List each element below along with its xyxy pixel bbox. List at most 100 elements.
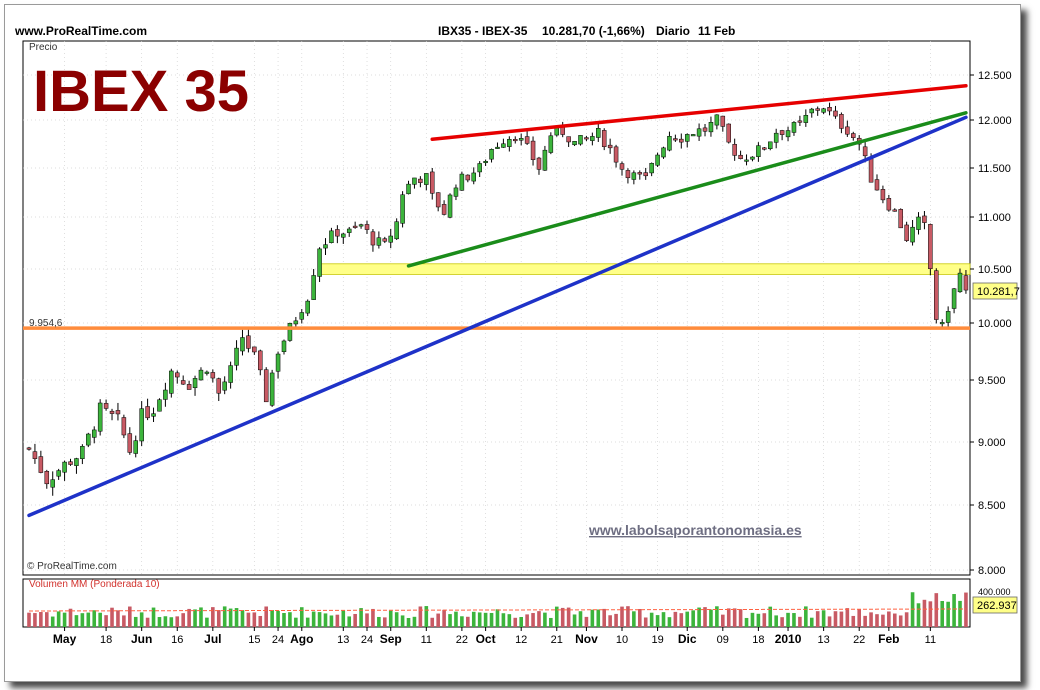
x-tick-label: 19: [651, 634, 663, 646]
x-tick-label: 12: [515, 634, 527, 646]
volume-bar: [762, 613, 767, 627]
candle-body: [726, 123, 731, 143]
volume-bar: [169, 617, 174, 627]
volume-bar: [39, 612, 43, 627]
candle-body: [263, 369, 269, 403]
candle-body: [424, 173, 429, 185]
volume-bar: [804, 606, 808, 627]
candle-body: [631, 172, 637, 180]
candle-body: [886, 198, 892, 211]
candle-body: [86, 433, 91, 446]
candle-body: [346, 228, 352, 233]
volume-bar: [697, 607, 701, 627]
candle-body: [234, 347, 239, 366]
candle-body: [880, 189, 886, 201]
candle-body: [530, 140, 536, 160]
candle-body: [714, 114, 720, 126]
candle-body: [679, 138, 684, 143]
candle-body: [329, 230, 334, 243]
price-panel: [22, 40, 971, 576]
volume-bar: [809, 617, 814, 627]
volume-bar: [222, 606, 227, 627]
volume-bar: [643, 617, 648, 627]
candle-body: [477, 163, 482, 173]
volume-bar: [845, 608, 850, 627]
volume-bar: [768, 606, 773, 627]
volume-bar: [756, 613, 761, 627]
y-tick-label: 9.500: [978, 375, 1006, 387]
x-tick-label: 18: [100, 634, 112, 646]
candle-body: [584, 137, 589, 140]
volume-bar: [466, 616, 470, 627]
volume-bar: [98, 612, 102, 627]
volume-bar: [655, 615, 660, 627]
volume-bar: [952, 594, 956, 627]
candle-body: [358, 224, 364, 227]
volume-y-tick-label: 400.000: [978, 587, 1011, 597]
support-level-tag: 9.954,6: [29, 318, 63, 329]
candle-body: [459, 173, 465, 191]
volume-bar: [216, 610, 221, 627]
volume-bar: [578, 611, 583, 627]
candle-body: [447, 194, 453, 218]
watermark-url: www.labolsaporantonomasia.es: [588, 522, 802, 538]
volume-bar: [299, 607, 304, 627]
candle-body: [56, 470, 61, 477]
candle-body: [299, 312, 305, 320]
candle-body: [773, 132, 779, 143]
candle-body: [945, 311, 951, 323]
x-tick-label: 24: [361, 634, 373, 646]
volume-bar: [323, 613, 328, 627]
candle-body: [501, 143, 506, 148]
candle-body: [874, 179, 880, 191]
x-tick-label: 11: [925, 634, 936, 646]
candle-body: [590, 136, 595, 141]
candle-body: [287, 323, 293, 341]
volume-bar: [205, 617, 209, 627]
volume-bar: [68, 608, 73, 627]
volume-bar: [560, 607, 565, 627]
candle-body: [785, 130, 791, 138]
candle-body: [240, 337, 245, 352]
volume-bar: [424, 606, 429, 627]
candle-body: [400, 194, 405, 224]
volume-bar: [276, 610, 280, 627]
y-tick-label: 8.000: [978, 565, 1006, 577]
candle-body: [281, 340, 287, 353]
support-band: [319, 263, 971, 275]
volume-bar: [151, 607, 156, 627]
candle-body: [821, 108, 826, 113]
candle-body: [720, 115, 726, 127]
candle-body: [186, 384, 192, 390]
y-tick-label: 11.500: [978, 163, 1011, 175]
candle-body: [32, 451, 38, 459]
volume-bar: [50, 616, 55, 627]
instrument-label: IBX35 - IBEX-35: [438, 24, 528, 38]
volume-bars: [27, 592, 968, 627]
candle-body: [311, 275, 316, 300]
candle-body: [429, 171, 435, 194]
candle-body: [341, 233, 346, 238]
candle-body: [750, 156, 755, 160]
candle-body: [566, 136, 571, 143]
y-tick-label: 9.000: [978, 437, 1006, 449]
candle-body: [643, 172, 648, 177]
candle-body: [619, 163, 625, 170]
x-tick-label: Ago: [290, 632, 313, 646]
candle-body: [696, 128, 702, 137]
candle-body: [708, 122, 714, 133]
candle-body: [192, 378, 198, 389]
x-tick-label: Jun: [131, 632, 152, 646]
candle-body: [768, 141, 773, 149]
candle-body: [169, 370, 174, 394]
volume-bar: [133, 616, 138, 627]
volume-bar: [869, 612, 873, 627]
volume-bar: [898, 615, 903, 627]
candle-body: [898, 209, 903, 229]
candle-body: [204, 371, 210, 374]
candle-body: [649, 162, 654, 174]
volume-bar: [715, 606, 719, 627]
x-tick-label: 16: [171, 634, 183, 646]
volume-bar: [388, 610, 393, 627]
candle-body: [536, 157, 542, 170]
